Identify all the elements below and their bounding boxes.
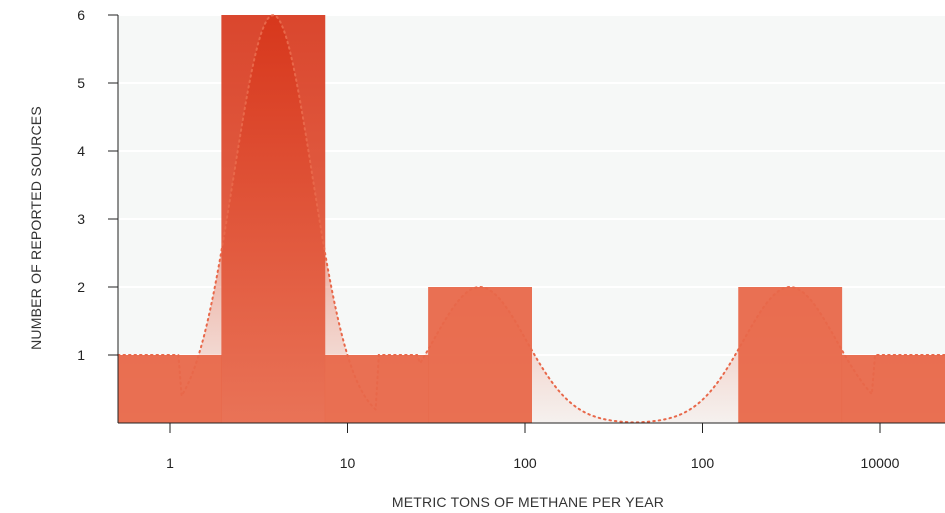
x-tick-label: 1 — [166, 455, 174, 471]
y-tick-label: 1 — [77, 347, 85, 363]
y-tick-label: 2 — [77, 279, 85, 295]
x-tick-label: 10 — [340, 455, 356, 471]
y-tick-label: 3 — [77, 211, 85, 227]
y-axis-ticks: 1 2 3 4 5 6 — [77, 7, 118, 363]
bar-8 — [841, 355, 945, 423]
y-tick-label: 6 — [77, 7, 85, 23]
bars — [118, 15, 945, 423]
x-axis-title: METRIC TONS OF METHANE PER YEAR — [392, 494, 664, 510]
x-tick-label: 100 — [691, 455, 715, 471]
bar-1 — [118, 355, 222, 423]
x-axis-ticks: 1 10 100 100 10000 — [166, 423, 900, 471]
x-tick-label: 100 — [513, 455, 537, 471]
y-tick-label: 5 — [77, 75, 85, 91]
y-axis-title: NUMBER OF REPORTED SOURCES — [28, 106, 44, 350]
bar-2 — [221, 15, 326, 423]
density-curve — [117, 14, 945, 424]
y-tick-label: 4 — [77, 143, 85, 159]
bar-4 — [428, 287, 532, 423]
x-tick-label: 10000 — [861, 455, 900, 471]
bar-7 — [738, 287, 843, 423]
